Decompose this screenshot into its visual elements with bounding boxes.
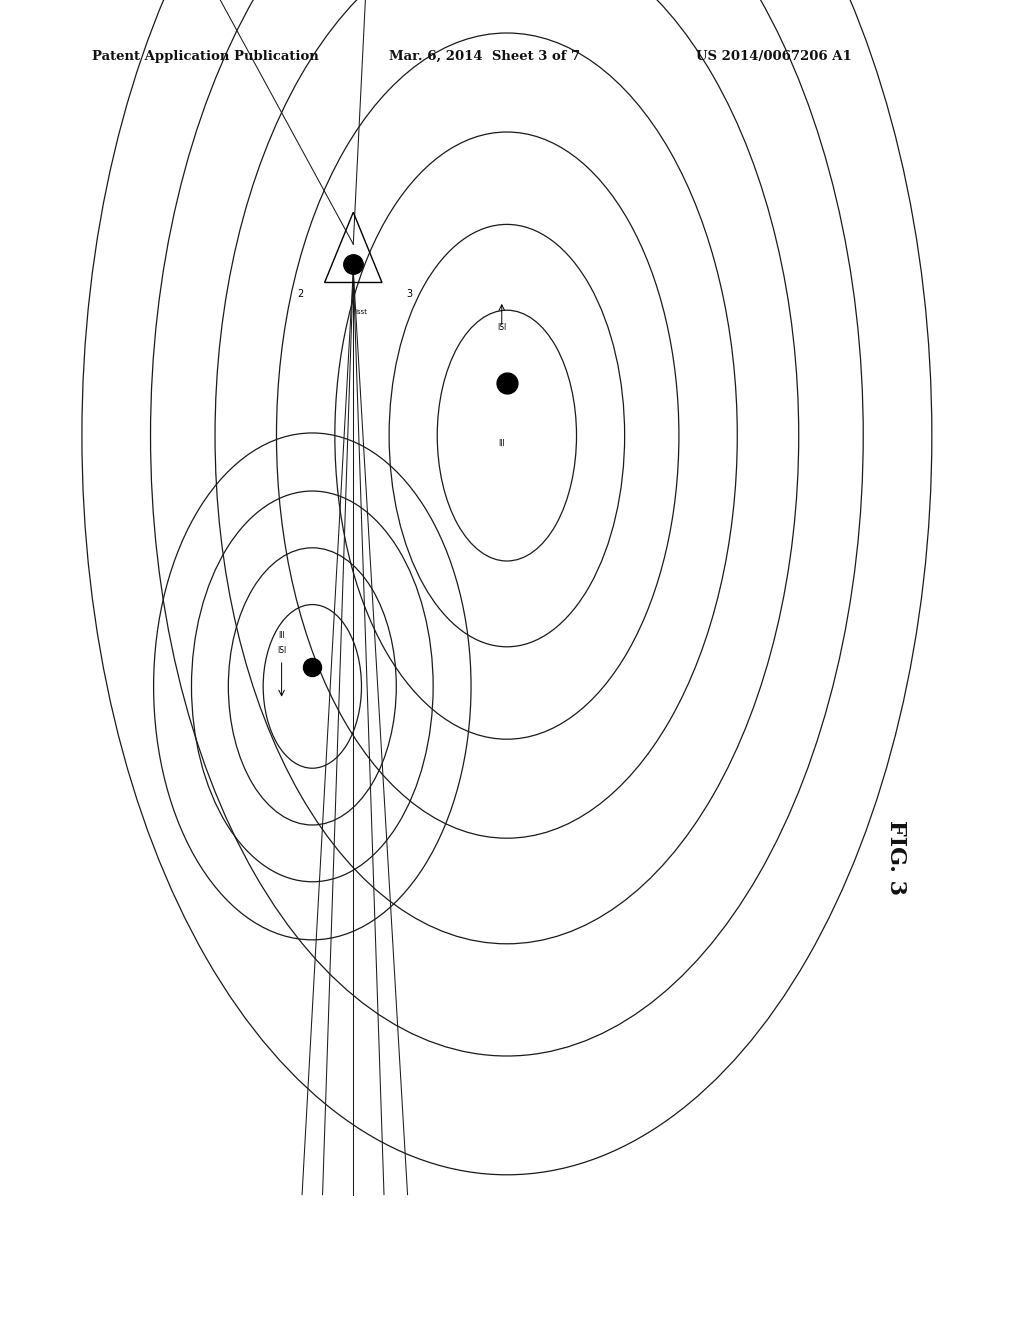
Text: US 2014/0067206 A1: US 2014/0067206 A1: [696, 50, 852, 63]
Text: III: III: [279, 631, 285, 640]
Text: ISI: ISI: [497, 323, 507, 333]
Text: 3: 3: [407, 289, 413, 300]
Text: 2: 2: [297, 289, 303, 300]
Text: ISI: ISI: [276, 647, 287, 656]
Text: Patent Application Publication: Patent Application Publication: [92, 50, 318, 63]
Text: III: III: [499, 440, 505, 449]
Text: Isst: Isst: [355, 309, 368, 315]
Text: FIG. 3: FIG. 3: [885, 821, 907, 895]
Text: Mar. 6, 2014  Sheet 3 of 7: Mar. 6, 2014 Sheet 3 of 7: [389, 50, 581, 63]
